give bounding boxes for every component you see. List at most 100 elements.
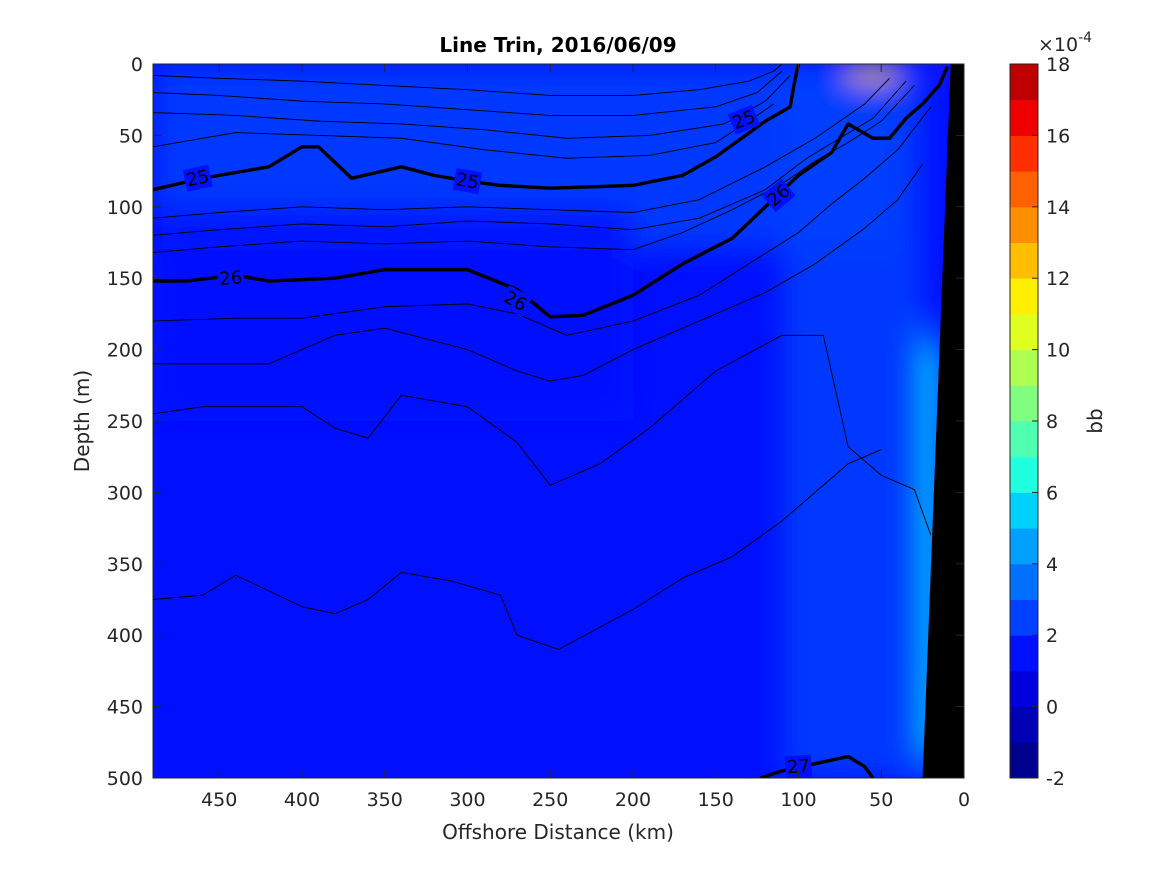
density-contours [153,64,950,778]
colorbar-tick-label: 18 [1046,54,1070,76]
contour-label: 25 [454,169,480,194]
y-tick-label: 150 [107,268,143,290]
y-tick-label: 100 [107,197,143,219]
colorbar-tick-label: 4 [1046,554,1058,576]
contour-label-backdrop [217,266,245,291]
colorbar-swatch [1010,135,1038,172]
density-contour-line [153,66,950,319]
thin-contour-line [153,334,932,536]
colorbar-swatch [1010,99,1038,136]
y-tick-label: 200 [107,340,143,362]
colorbar-swatch [1010,242,1038,279]
field-patch [848,64,898,82]
thin-contour-line [153,449,882,650]
thin-contour-line [153,85,915,253]
contour-label-group: 26 [217,266,245,291]
colorbar-swatch [1010,421,1038,458]
colorbar-swatch [1010,492,1038,529]
field-patch [153,206,633,421]
x-tick-label: 50 [869,789,893,811]
x-tick-label: 200 [615,789,651,811]
density-contour-line [153,64,801,192]
colorbar-tick-label: 16 [1046,125,1070,147]
colorbar-swatch [1010,528,1038,565]
y-tick-label: 0 [131,54,143,76]
density-contour-line [759,754,875,778]
colorbar-exponent-power: -4 [1078,30,1092,46]
x-axis: 450 400 350 300 250 200 150 100 50 0 [201,64,970,811]
colorbar-swatch [1010,206,1038,243]
chart-title: Line Trin, 2016/06/09 [439,33,676,57]
thin-contour-line [153,103,774,159]
x-axis-label: Offshore Distance (km) [442,820,674,844]
contour-label-backdrop [498,285,533,317]
colorbar-exponent: ×10-4 [1038,30,1092,56]
contour-label-backdrop [761,178,796,213]
colorbar-swatch [1010,635,1038,672]
y-axis-label: Depth (m) [70,370,94,472]
colorbar-swatch [1010,278,1038,315]
contour-label-backdrop [727,104,761,135]
contour-label-backdrop [182,164,213,192]
contour-label: 27 [786,756,810,779]
x-tick-label: 150 [698,789,734,811]
y-tick-label: 300 [107,482,143,504]
thin-contour-line [153,70,783,116]
contour-label-group: 27 [784,754,813,779]
x-tick-label: 250 [532,789,568,811]
colorbar-label: bb [1083,408,1107,433]
x-tick-label: 0 [958,789,970,811]
y-tick-label: 50 [119,125,143,147]
colorbar-swatch [1010,64,1038,101]
colorbar-swatch [1010,706,1038,743]
x-tick-label: 100 [780,789,816,811]
colorbar: 18 16 14 12 10 8 6 4 2 0 -2 bb ×10-4 [1009,30,1107,790]
thin-contour-line [153,77,890,219]
y-tick-label: 450 [107,697,143,719]
colorbar-swatch [1010,563,1038,600]
colorbar-swatch [1010,742,1038,779]
colorbar-tick-label: 14 [1046,197,1070,219]
field-patch [153,64,898,250]
colorbar-swatch [1010,171,1038,208]
y-tick-label: 400 [107,625,143,647]
colorbar-tick-label: 8 [1046,411,1058,433]
colorbar-tick-label: -2 [1046,768,1065,790]
x-tick-label: 400 [284,789,320,811]
colorbar-swatch [1010,385,1038,422]
y-tick-label: 350 [107,554,143,576]
contour-label-backdrop [452,168,483,195]
thin-contour-line [153,106,932,336]
colorbar-swatch [1010,599,1038,636]
colorbar-tick-label: 10 [1046,340,1070,362]
colorbar-swatch [1010,349,1038,386]
colorbar-tick-label: 2 [1046,625,1058,647]
colorbar-tick-label: 0 [1046,697,1058,719]
contour-label: 25 [184,166,211,191]
bathymetry-mask [922,64,964,778]
thin-contour-line [153,163,923,382]
colorbar-swatch [1010,456,1038,493]
thin-contour-line [153,64,783,96]
colorbar-exponent-base: ×10 [1038,34,1078,56]
colorbar-tick-label: 6 [1046,482,1058,504]
y-axis: 0 50 100 150 200 250 300 350 400 450 500 [107,54,964,790]
x-tick-label: 300 [449,789,485,811]
colorbar-ticks: 18 16 14 12 10 8 6 4 2 0 -2 [1032,54,1070,790]
contour-label: 26 [219,267,243,290]
colorbar-swatch [1010,670,1038,708]
colorbar-swatches [1010,64,1038,779]
colorbar-swatch [1010,313,1038,351]
x-tick-label: 350 [367,789,403,811]
x-tick-label: 450 [201,789,237,811]
contour-label-group: 25 [727,104,761,135]
contour-label-group: 25 [452,168,483,195]
contour-label-backdrop [784,754,813,778]
contour-label-group: 25 [182,164,213,192]
field-patch [781,64,923,778]
y-tick-label: 500 [107,768,143,790]
y-tick-label: 250 [107,411,143,433]
colorbar-tick-label: 12 [1046,268,1070,290]
